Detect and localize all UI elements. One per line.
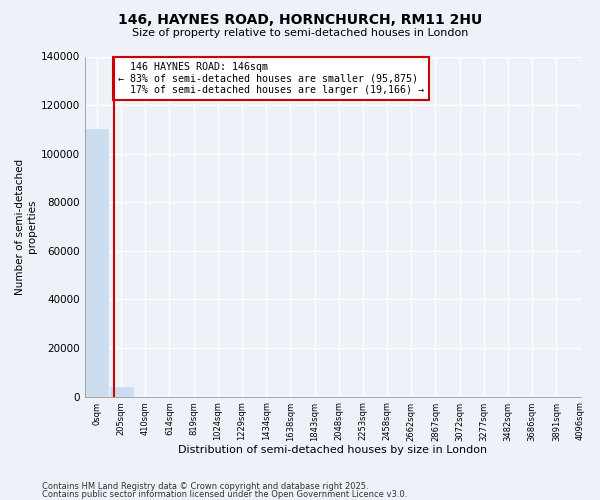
Bar: [110, 387, 133, 396]
Text: Size of property relative to semi-detached houses in London: Size of property relative to semi-detach…: [132, 28, 468, 38]
X-axis label: Distribution of semi-detached houses by size in London: Distribution of semi-detached houses by …: [178, 445, 487, 455]
Text: Contains public sector information licensed under the Open Government Licence v3: Contains public sector information licen…: [42, 490, 407, 499]
Text: 146 HAYNES ROAD: 146sqm
← 83% of semi-detached houses are smaller (95,875)
  17%: 146 HAYNES ROAD: 146sqm ← 83% of semi-de…: [118, 62, 424, 95]
Text: 146, HAYNES ROAD, HORNCHURCH, RM11 2HU: 146, HAYNES ROAD, HORNCHURCH, RM11 2HU: [118, 12, 482, 26]
Y-axis label: Number of semi-detached
properties: Number of semi-detached properties: [15, 158, 37, 294]
Text: Contains HM Land Registry data © Crown copyright and database right 2025.: Contains HM Land Registry data © Crown c…: [42, 482, 368, 491]
Bar: [85, 130, 109, 396]
